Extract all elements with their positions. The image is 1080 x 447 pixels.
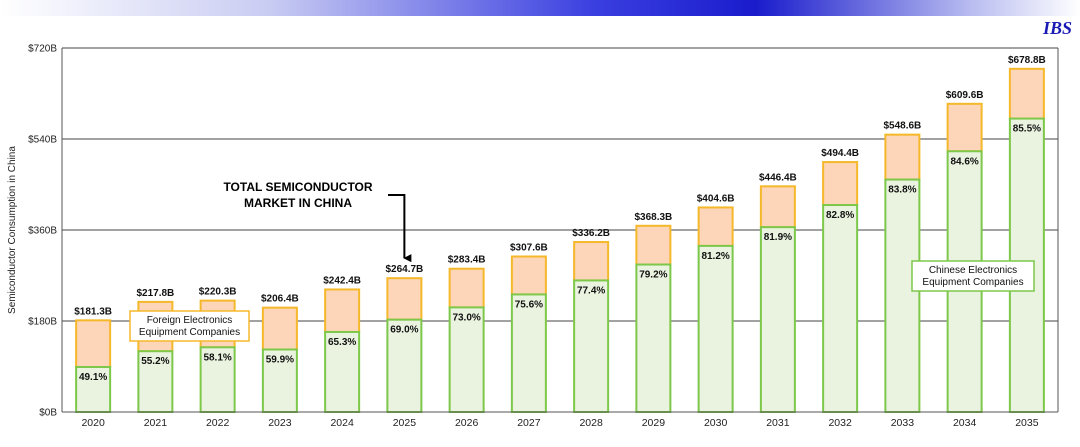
y-tick-label: $540B (28, 135, 57, 146)
annotation-line-2: MARKET IN CHINA (244, 196, 352, 210)
bar-foreign (510, 255, 547, 296)
share-label: 69.0% (390, 325, 418, 336)
y-tick-label: $720B (28, 44, 57, 55)
share-label: 79.2% (639, 270, 667, 281)
x-tick-label: 2026 (455, 417, 479, 429)
bar-foreign (261, 306, 298, 351)
data-labels: $181.3B 49.1% $217.8B 55.2% $220.3B 58.1% $206… (74, 55, 1046, 383)
legends: TOTAL SEMICONDUCTOR MARKET IN CHINA Foreig… (129, 180, 1035, 342)
legend-foreign-line-2: Equipment Companies (139, 327, 240, 338)
bar-chinese (261, 348, 298, 413)
total-label: $242.4B (323, 275, 361, 286)
x-tick-label: 2028 (579, 417, 603, 429)
share-label: 82.8% (826, 210, 854, 221)
total-label: $220.3B (199, 287, 237, 298)
bar-foreign (822, 161, 859, 207)
bar-chinese (635, 263, 672, 413)
share-label: 58.1% (203, 352, 231, 363)
x-tick-label: 2032 (828, 417, 852, 429)
total-label: $283.4B (448, 255, 486, 266)
x-tick-label: 2030 (704, 417, 728, 429)
header-gradient-band (0, 0, 1080, 16)
x-tick-label: 2033 (891, 417, 915, 429)
share-label: 59.9% (266, 354, 294, 365)
x-tick-label: 2023 (268, 417, 292, 429)
bar-chinese (759, 226, 796, 413)
y-tick-label: $0B (39, 408, 57, 419)
x-tick-label: 2020 (81, 417, 105, 429)
bar-foreign (759, 185, 796, 229)
bar-chinese (510, 293, 547, 413)
x-tick-label: 2031 (766, 417, 790, 429)
y-tick-label: $180B (28, 317, 57, 328)
bar-chinese (386, 318, 423, 413)
legend-chinese-line-2: Equipment Companies (922, 277, 1023, 288)
bar-foreign (386, 277, 423, 321)
bar-foreign (635, 224, 672, 266)
total-label: $264.7B (385, 264, 423, 275)
x-tick-label: 2022 (206, 417, 230, 429)
bar-foreign (946, 102, 983, 153)
bar-foreign (324, 288, 361, 333)
legend-box-chinese (911, 260, 1035, 292)
share-label: 75.6% (515, 299, 543, 310)
bar-chinese (822, 204, 859, 413)
x-tick-label: 2024 (330, 417, 354, 429)
share-label: 81.2% (701, 251, 729, 262)
share-label: 84.6% (950, 156, 978, 167)
share-label: 81.9% (764, 232, 792, 243)
total-label: $404.6B (697, 193, 735, 204)
y-axis-title: Semiconductor Consumption in China (7, 146, 18, 314)
x-tick-label: 2029 (642, 417, 666, 429)
total-label: $206.4B (261, 294, 299, 305)
total-label: $336.2B (572, 228, 610, 239)
x-tick-label: 2035 (1015, 417, 1039, 429)
legend-chinese-line-1: Chinese Electronics (929, 265, 1017, 276)
bar-foreign (573, 241, 610, 282)
bar-chinese (884, 178, 921, 413)
share-label: 85.5% (1013, 124, 1041, 135)
bar-chinese (697, 244, 734, 413)
total-label: $446.4B (759, 172, 797, 183)
annotation-line-1: TOTAL SEMICONDUCTOR (223, 180, 372, 194)
axes: $0B $180B $360B $540B $720B Semiconductor Con… (7, 44, 1059, 429)
share-label: 77.4% (577, 285, 605, 296)
bar-foreign (448, 267, 485, 309)
share-label: 49.1% (79, 372, 107, 383)
y-tick-label: $360B (28, 226, 57, 237)
bar-foreign (697, 206, 734, 247)
share-label: 73.0% (452, 312, 480, 323)
x-tick-label: 2027 (517, 417, 541, 429)
legend-box-foreign (129, 310, 250, 342)
total-label: $217.8B (136, 288, 174, 299)
share-label: 65.3% (328, 337, 356, 348)
share-label: 83.8% (888, 185, 916, 196)
bar-foreign (884, 133, 921, 181)
x-tick-label: 2034 (953, 417, 977, 429)
total-label: $181.3B (74, 306, 112, 317)
x-tick-label: 2021 (144, 417, 168, 429)
total-label: $368.3B (634, 212, 672, 223)
bar-chinese (75, 365, 112, 414)
bar-chinese (448, 306, 485, 414)
total-label: $548.6B (883, 121, 921, 132)
legend-foreign-line-1: Foreign Electronics (147, 315, 233, 326)
annotation-arrow (388, 194, 412, 263)
ibs-logo: IBS (1042, 18, 1072, 38)
bar-chinese (199, 346, 236, 414)
share-label: 55.2% (141, 356, 169, 367)
total-label: $609.6B (946, 90, 984, 101)
x-tick-label: 2025 (393, 417, 417, 429)
total-label: $678.8B (1008, 55, 1046, 66)
bar-foreign (1008, 67, 1045, 120)
bar-foreign (75, 319, 112, 368)
bar-chinese (573, 279, 610, 413)
total-label: $494.4B (821, 148, 859, 159)
total-label: $307.6B (510, 242, 548, 253)
